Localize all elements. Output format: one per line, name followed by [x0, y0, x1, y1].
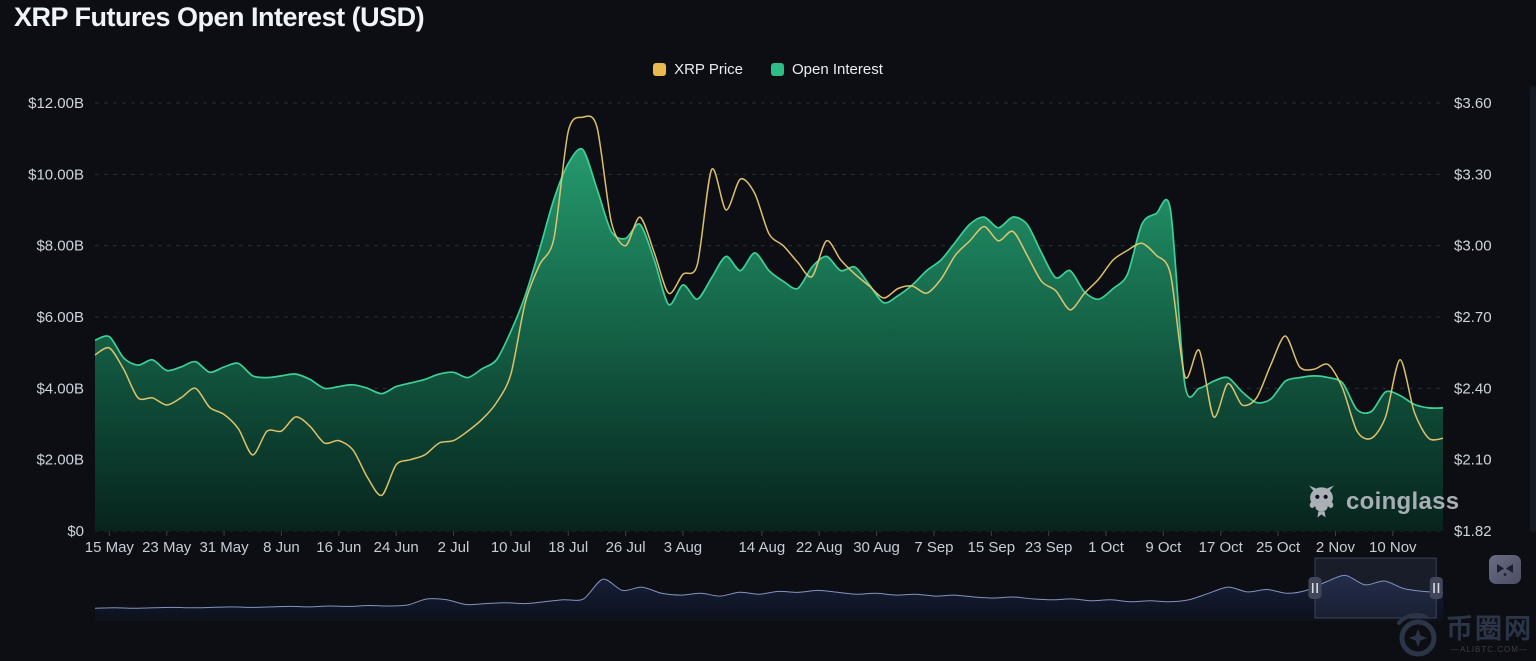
- y-axis-label-right: $3.00: [1454, 238, 1492, 255]
- chart-title: XRP Futures Open Interest (USD): [14, 2, 425, 32]
- site-name: 币圈网: [1446, 614, 1533, 644]
- y-axis-label-left: $4.00B: [36, 380, 84, 397]
- x-axis-label: 23 May: [142, 539, 192, 556]
- y-axis-label-left: $8.00B: [36, 238, 84, 255]
- coinglass-watermark: coinglass: [1306, 484, 1459, 520]
- x-axis-label: 15 Sep: [968, 539, 1016, 556]
- x-axis-label: 9 Oct: [1145, 539, 1182, 556]
- legend-item-open-interest[interactable]: Open Interest: [771, 61, 883, 78]
- y-axis-label-right: $2.70: [1454, 309, 1492, 326]
- x-axis-label: 24 Jun: [374, 539, 419, 556]
- x-axis-label: 26 Jul: [606, 539, 646, 556]
- x-axis-label: 3 Aug: [664, 539, 702, 556]
- site-watermark: 币圈网 —ALIBTC.COM—: [1395, 611, 1533, 659]
- open-interest-area: [95, 148, 1443, 531]
- collapse-range-button[interactable]: [1489, 555, 1521, 584]
- navigator-selection[interactable]: [1314, 557, 1437, 619]
- legend-item-xrp-price[interactable]: XRP Price: [653, 61, 743, 78]
- open-interest-legend-swatch: [771, 63, 785, 76]
- x-axis-label: 2 Nov: [1316, 539, 1356, 556]
- navigator-area: [95, 575, 1443, 615]
- coinglass-logo-icon: [1309, 485, 1334, 518]
- y-axis-label-left: $0: [67, 523, 84, 540]
- navigator-handle-left-grip: [1316, 583, 1318, 593]
- navigator-handle-right[interactable]: [1429, 577, 1443, 599]
- y-axis-label-right: $2.40: [1454, 380, 1492, 397]
- x-axis-label: 8 Jun: [263, 539, 300, 556]
- chart-legend: XRP Price Open Interest: [0, 61, 1536, 78]
- x-axis-label: 10 Jul: [491, 539, 531, 556]
- x-axis-label: 16 Jun: [316, 539, 361, 556]
- navigator-handle-left[interactable]: [1308, 577, 1322, 599]
- coinglass-brand-text: coinglass: [1346, 488, 1460, 515]
- x-axis-label: 10 Nov: [1369, 539, 1417, 556]
- navigator-track: [95, 615, 1443, 621]
- navigator-line: [94, 574, 1444, 609]
- y-axis-label-right: $3.30: [1454, 166, 1492, 183]
- x-axis-label: 23 Sep: [1025, 539, 1073, 556]
- y-axis-label-right: $3.60: [1454, 95, 1492, 112]
- x-axis-label: 15 May: [85, 539, 135, 556]
- site-domain: —ALIBTC.COM—: [1451, 645, 1528, 654]
- open-interest-line: [94, 147, 1444, 415]
- site-logo-icon: [1397, 613, 1437, 657]
- x-axis-label: 30 Aug: [853, 539, 900, 556]
- y-axis-label-right: $1.82: [1454, 523, 1492, 540]
- collapse-arrows-icon: [1497, 563, 1513, 576]
- y-axis-label-left: $10.00B: [28, 166, 84, 183]
- x-axis-label: 25 Oct: [1256, 539, 1301, 556]
- x-axis-label: 18 Jul: [548, 539, 588, 556]
- scrollbar-strip: [1530, 86, 1536, 532]
- navigator-handle-right-grip: [1437, 583, 1440, 593]
- xrp-price-line: [94, 115, 1444, 497]
- navigator-handle-right-grip: [1433, 583, 1435, 593]
- x-axis-label: 31 May: [199, 539, 249, 556]
- xrp-price-legend-swatch: [653, 63, 667, 76]
- y-axis-label-right: $2.10: [1454, 452, 1492, 469]
- xrp-price-legend-label: XRP Price: [674, 61, 744, 78]
- x-axis-label: 22 Aug: [796, 539, 843, 556]
- open-interest-legend-label: Open Interest: [792, 61, 883, 78]
- navigator-handle-left-grip: [1311, 583, 1314, 593]
- y-axis-label-left: $12.00B: [28, 95, 84, 112]
- x-axis-label: 14 Aug: [738, 539, 785, 556]
- x-axis-label: 7 Sep: [914, 539, 953, 556]
- x-axis-label: 2 Jul: [438, 539, 470, 556]
- y-axis-label-left: $6.00B: [36, 309, 84, 326]
- x-axis-label: 1 Oct: [1088, 539, 1125, 556]
- y-axis-label-left: $2.00B: [36, 452, 84, 469]
- x-axis-label: 17 Oct: [1199, 539, 1244, 556]
